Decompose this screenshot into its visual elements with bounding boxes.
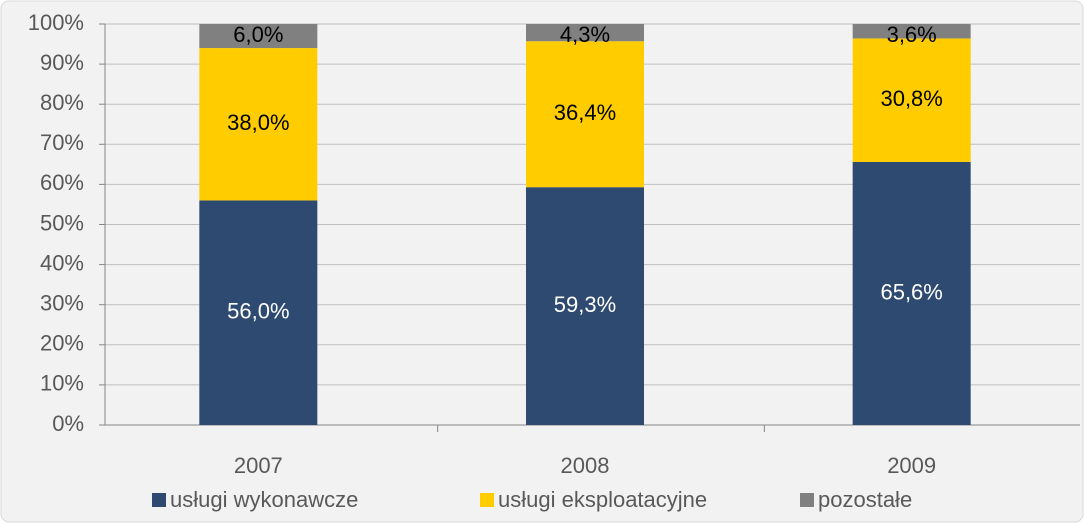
y-tick-label: 100% bbox=[28, 10, 84, 35]
y-tick-label: 0% bbox=[52, 411, 84, 436]
bar-segment bbox=[526, 41, 644, 188]
bar-segment bbox=[199, 48, 318, 201]
data-label: 4,3% bbox=[560, 22, 610, 47]
y-tick-label: 40% bbox=[40, 250, 84, 275]
data-label: 36,4% bbox=[554, 100, 616, 125]
bar-segment bbox=[852, 24, 971, 39]
y-tick-label: 50% bbox=[40, 210, 84, 235]
legend-label: pozostałe bbox=[818, 487, 912, 512]
legend-swatch bbox=[800, 493, 814, 507]
y-tick-label: 30% bbox=[40, 291, 84, 316]
bar-segment bbox=[526, 24, 644, 42]
legend-swatch bbox=[152, 493, 166, 507]
y-tick-label: 90% bbox=[40, 50, 84, 75]
data-label: 59,3% bbox=[554, 292, 616, 317]
bar-segment bbox=[526, 187, 644, 425]
bar-segment bbox=[199, 24, 318, 49]
bar-segment bbox=[199, 200, 318, 425]
data-label: 56,0% bbox=[227, 299, 289, 324]
data-label: 38,0% bbox=[227, 110, 289, 135]
bar-segment bbox=[852, 161, 971, 425]
data-label: 65,6% bbox=[880, 279, 942, 304]
y-tick-label: 80% bbox=[40, 90, 84, 115]
data-label: 30,8% bbox=[880, 86, 942, 111]
y-tick-label: 70% bbox=[40, 130, 84, 155]
data-label: 3,6% bbox=[887, 22, 937, 47]
y-tick-label: 60% bbox=[40, 170, 84, 195]
x-tick-label: 2009 bbox=[887, 453, 936, 478]
x-tick-label: 2007 bbox=[234, 453, 283, 478]
legend-label: usługi wykonawcze bbox=[170, 487, 358, 512]
x-tick-label: 2008 bbox=[561, 453, 610, 478]
legend-label: usługi eksploatacyjne bbox=[498, 487, 707, 512]
data-label: 6,0% bbox=[233, 22, 283, 47]
y-tick-label: 20% bbox=[40, 331, 84, 356]
bar-segment bbox=[852, 38, 971, 162]
y-tick-label: 10% bbox=[40, 371, 84, 396]
legend-swatch bbox=[480, 493, 494, 507]
